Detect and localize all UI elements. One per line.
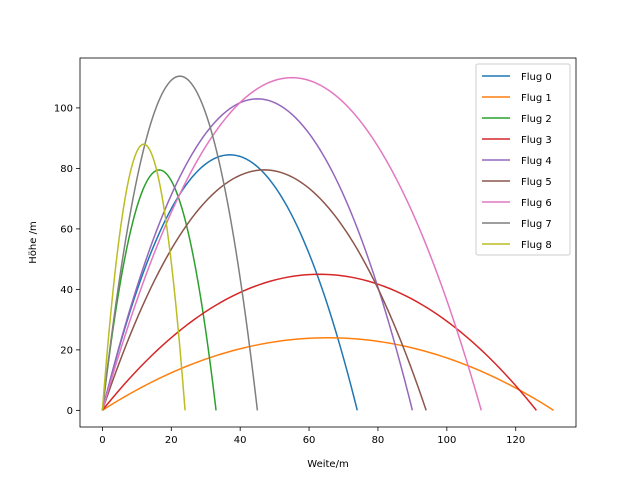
x-tick-label: 100	[437, 435, 456, 446]
x-tick-label: 40	[234, 435, 247, 446]
x-tick-label: 60	[303, 435, 316, 446]
y-tick-label: 60	[60, 224, 73, 235]
legend-label-4: Flug 4	[521, 156, 552, 167]
x-axis-label: Weite/m	[307, 459, 348, 470]
legend-label-1: Flug 1	[521, 93, 552, 104]
series-line-7	[101, 75, 259, 411]
x-tick-label: 20	[165, 435, 178, 446]
series-line-2	[101, 169, 217, 411]
legend-label-7: Flug 7	[521, 219, 552, 230]
y-axis-label: Höhe /m	[28, 221, 39, 263]
x-tick-label: 0	[99, 435, 105, 446]
legend-label-6: Flug 6	[521, 198, 552, 209]
y-tick-label: 0	[67, 406, 73, 417]
series-line-8	[101, 143, 186, 411]
legend-label-3: Flug 3	[521, 135, 552, 146]
x-tick-label: 120	[506, 435, 525, 446]
series-line-4	[101, 98, 414, 411]
y-tick-label: 80	[60, 164, 73, 175]
plot-frame	[79, 57, 577, 428]
y-tick-label: 20	[60, 345, 73, 356]
legend-label-8: Flug 8	[521, 240, 552, 251]
y-tick-label: 100	[54, 103, 73, 114]
legend-label-5: Flug 5	[521, 177, 552, 188]
series-lines	[101, 75, 555, 411]
series-line-1	[101, 337, 555, 411]
legend-box	[475, 63, 571, 256]
series-line-0	[101, 154, 359, 411]
y-tick-label: 40	[60, 285, 73, 296]
legend-label-2: Flug 2	[521, 114, 552, 125]
series-line-5	[101, 169, 427, 411]
x-tick-label: 80	[372, 435, 385, 446]
legend-label-0: Flug 0	[521, 72, 552, 83]
series-line-6	[101, 76, 483, 411]
x-axis-ticks: 0 20 40 60 80 100 120	[99, 427, 525, 446]
legend: Flug 0 Flug 1 Flug 2 Flug 3 Flug 4 Flug 5 Flug…	[475, 63, 571, 256]
series-line-3	[101, 273, 537, 411]
y-axis-ticks: 0 20 40 60 80 100	[54, 103, 80, 417]
